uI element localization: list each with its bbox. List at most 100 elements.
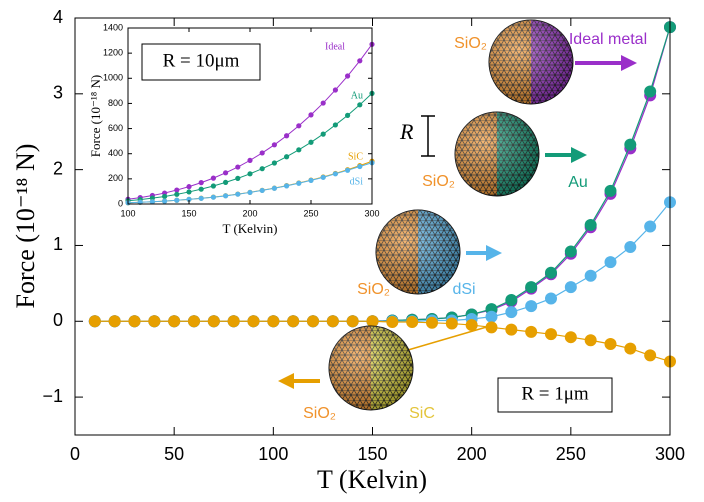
data-point	[259, 187, 265, 194]
data-point	[545, 328, 557, 341]
data-point	[525, 300, 538, 313]
arrow-head	[571, 147, 587, 163]
series-label: SiC	[348, 151, 363, 162]
radius-box	[497, 377, 613, 413]
data-point	[564, 281, 577, 294]
y-tick-label: 400	[108, 148, 123, 158]
data-point	[604, 338, 617, 351]
data-point	[271, 160, 277, 166]
y-tick-label: 800	[108, 98, 123, 108]
scale-bar-label: R	[399, 119, 414, 144]
y-tick-label: 3	[53, 83, 63, 103]
y-tick-label: 1	[53, 234, 63, 254]
data-point	[604, 256, 617, 269]
data-point	[357, 58, 363, 64]
sphere-shade	[455, 112, 539, 196]
data-point	[198, 195, 204, 201]
radius-label: R = 1μm	[521, 383, 589, 404]
data-point	[426, 316, 438, 329]
scale-bar	[421, 115, 435, 157]
data-point	[644, 220, 657, 233]
substrate-label: SiO₂	[422, 173, 455, 190]
x-tick-label: 200	[242, 208, 257, 218]
data-point	[149, 199, 155, 205]
data-point	[128, 315, 141, 328]
data-point	[525, 281, 538, 294]
data-point	[235, 191, 241, 197]
x-tick-label: 150	[181, 208, 196, 218]
data-point	[604, 184, 617, 197]
data-point	[624, 342, 637, 355]
data-point	[564, 245, 577, 258]
x-tick-label: 300	[655, 444, 685, 464]
x-axis-title: T (Kelvin)	[223, 221, 278, 236]
data-point	[346, 315, 359, 328]
data-point	[287, 315, 300, 328]
substrate-label: SiO₂	[357, 281, 390, 298]
data-point	[644, 349, 657, 362]
data-point	[259, 166, 265, 172]
data-point	[320, 174, 326, 180]
data-point	[505, 323, 518, 336]
data-point	[366, 315, 379, 328]
data-point	[345, 167, 351, 173]
x-tick-label: 250	[556, 444, 586, 464]
arrow-head	[486, 245, 502, 261]
data-point	[308, 177, 314, 183]
data-point	[267, 315, 280, 328]
data-point	[357, 163, 363, 170]
data-point	[465, 319, 478, 332]
y-tick-label: 2	[53, 158, 63, 178]
series-label: Au	[351, 90, 363, 101]
data-point	[223, 193, 229, 199]
x-axis-title: T (Kelvin)	[317, 465, 427, 494]
material-label: dSi	[452, 281, 475, 298]
data-point	[332, 87, 338, 93]
data-point	[284, 183, 290, 189]
data-point	[271, 185, 277, 191]
data-point	[525, 325, 538, 338]
y-tick-label: 0	[118, 198, 123, 208]
data-point	[624, 240, 637, 253]
y-tick-label: 1400	[103, 22, 123, 32]
data-point	[174, 191, 180, 197]
radius-label: R = 10μm	[163, 50, 240, 71]
x-tick-label: 100	[258, 444, 288, 464]
x-tick-label: 300	[364, 208, 379, 218]
data-point	[332, 171, 338, 177]
series-label: Ideal	[325, 41, 345, 52]
x-tick-label: 0	[70, 444, 80, 464]
data-point	[210, 194, 216, 200]
data-point	[584, 269, 597, 282]
x-tick-label: 150	[357, 444, 387, 464]
main-plot: 0 50 100 150 200 250 300 −1 0 1 2 3 4 T (Kelvin) Force…	[11, 7, 685, 494]
data-point	[247, 157, 253, 163]
data-point	[564, 331, 577, 344]
y-tick-label: 0	[53, 310, 63, 330]
data-point	[148, 315, 161, 328]
data-point	[357, 102, 363, 108]
y-tick-label: 1200	[103, 48, 123, 58]
data-point	[210, 183, 216, 189]
sphere-illustrations: R SiO₂ SiO₂ SiO₂ SiO₂ Ideal metal Au dSi…	[278, 19, 647, 422]
data-point	[247, 189, 253, 196]
data-point	[284, 133, 290, 139]
pointer-line	[407, 325, 491, 351]
data-point	[296, 123, 302, 129]
data-point	[545, 292, 557, 305]
data-point	[223, 179, 229, 185]
data-point	[445, 317, 458, 330]
data-point	[485, 321, 498, 334]
data-point	[227, 315, 240, 328]
data-point	[545, 266, 557, 279]
material-label: Ideal metal	[569, 31, 647, 48]
data-point	[307, 315, 319, 328]
data-point	[198, 180, 204, 186]
sphere-shade	[329, 326, 413, 410]
data-point	[162, 193, 168, 200]
data-point	[296, 147, 302, 153]
data-point	[320, 131, 326, 137]
data-point	[320, 100, 326, 106]
